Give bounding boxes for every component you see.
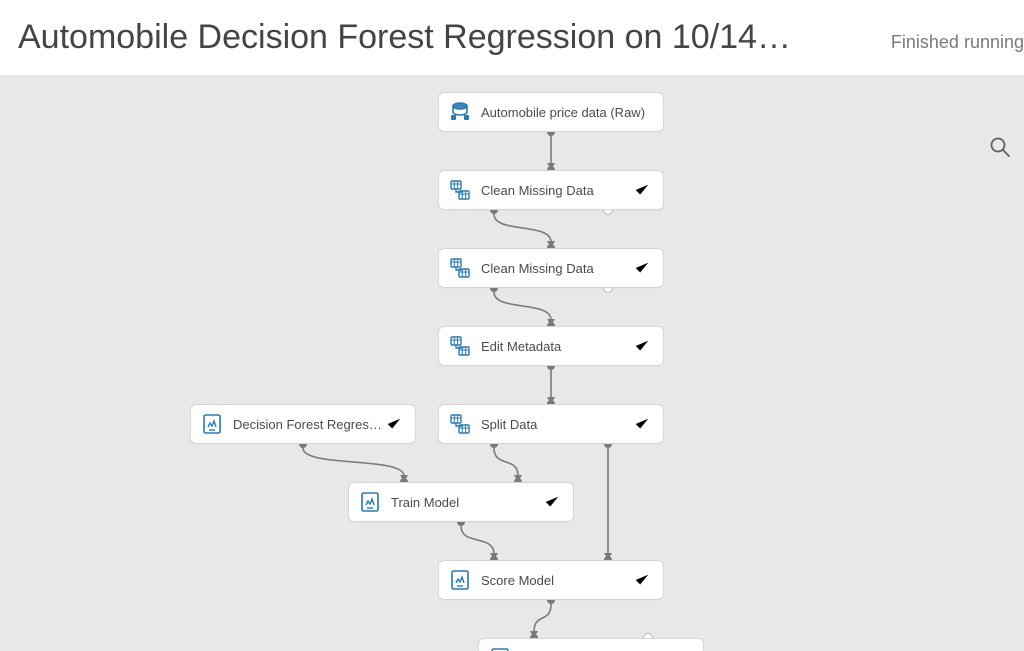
dataflow-icon: [449, 179, 471, 201]
check-icon: [633, 181, 651, 199]
node-label: Split Data: [481, 417, 633, 432]
node-label: Clean Missing Data: [481, 183, 633, 198]
model-icon: [201, 413, 223, 435]
dataset-icon: [449, 101, 471, 123]
run-status: Finished running: [891, 32, 1024, 53]
check-icon: [385, 415, 403, 433]
node-label: Decision Forest Regression: [233, 417, 385, 432]
dataflow-icon: [449, 257, 471, 279]
node-label: Score Model: [481, 573, 633, 588]
node-dfr[interactable]: Decision Forest Regression: [190, 404, 416, 444]
dataflow-icon: [449, 413, 471, 435]
node-raw[interactable]: Automobile price data (Raw): [438, 92, 664, 132]
model-icon: [359, 491, 381, 513]
check-icon: [633, 337, 651, 355]
node-label: Edit Metadata: [481, 339, 633, 354]
check-icon: [633, 415, 651, 433]
node-clean2[interactable]: Clean Missing Data: [438, 248, 664, 288]
model-icon: [449, 569, 471, 591]
check-icon: [633, 571, 651, 589]
node-label: Train Model: [391, 495, 543, 510]
check-icon: [543, 493, 561, 511]
node-meta[interactable]: Edit Metadata: [438, 326, 664, 366]
dataflow-icon: [449, 335, 471, 357]
node-eval[interactable]: Evaluate Model: [478, 638, 704, 651]
search-icon[interactable]: [988, 135, 1014, 161]
experiment-canvas[interactable]: Automobile price data (Raw) Clean Missing…: [0, 75, 1024, 651]
model-icon: [489, 647, 511, 651]
node-label: Clean Missing Data: [481, 261, 633, 276]
page-title: Automobile Decision Forest Regression on…: [18, 18, 791, 57]
check-icon: [633, 259, 651, 277]
node-label: Automobile price data (Raw): [481, 105, 651, 120]
node-clean1[interactable]: Clean Missing Data: [438, 170, 664, 210]
node-split[interactable]: Split Data: [438, 404, 664, 444]
node-score[interactable]: Score Model: [438, 560, 664, 600]
header: Automobile Decision Forest Regression on…: [0, 0, 1024, 75]
node-train[interactable]: Train Model: [348, 482, 574, 522]
